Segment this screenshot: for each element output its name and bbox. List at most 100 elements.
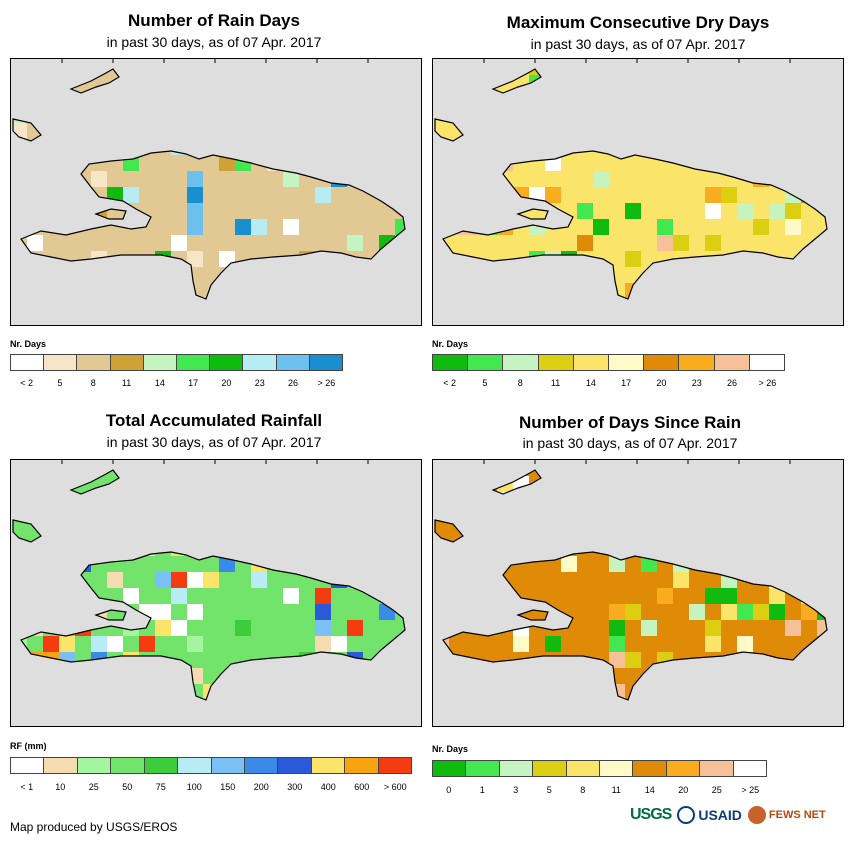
- raster-cell: [203, 572, 219, 588]
- raster-cell: [641, 91, 657, 107]
- raster-cell: [299, 203, 315, 219]
- raster-cell: [331, 556, 347, 572]
- raster-cell: [299, 540, 315, 556]
- raster-cell: [465, 556, 481, 572]
- raster-cell: [689, 476, 705, 492]
- raster-cell: [689, 636, 705, 652]
- raster-cell: [251, 219, 267, 235]
- raster-cell: [43, 69, 59, 75]
- raster-cell: [203, 91, 219, 107]
- raster-cell: [449, 556, 465, 572]
- raster-cell: [593, 684, 609, 700]
- raster-cell: [379, 171, 395, 187]
- raster-cell: [577, 69, 593, 75]
- raster-cell: [203, 668, 219, 684]
- raster-cell: [641, 572, 657, 588]
- raster-cell: [75, 540, 91, 556]
- raster-cell: [347, 187, 363, 203]
- raster-cell: [27, 107, 43, 123]
- raster-cell: [577, 171, 593, 187]
- raster-cell: [657, 540, 673, 556]
- raster-cell: [91, 524, 107, 540]
- raster-cell: [283, 251, 299, 267]
- raster-cell: [609, 171, 625, 187]
- raster-cell: [219, 572, 235, 588]
- raster-cell: [379, 107, 395, 123]
- raster-cell: [481, 620, 497, 636]
- raster-cell: [107, 251, 123, 267]
- raster-cell: [347, 69, 363, 75]
- raster-cell: [481, 492, 497, 508]
- raster-cell: [219, 508, 235, 524]
- legend-tick-label: 0: [446, 785, 452, 795]
- legend-bar-rainfall: [10, 757, 412, 774]
- raster-cell: [251, 588, 267, 604]
- raster-cell: [379, 572, 395, 588]
- legend-tick-label: 5: [57, 378, 63, 388]
- raster-cell: [785, 540, 801, 556]
- raster-cell: [27, 668, 43, 684]
- raster-cell: [833, 187, 844, 203]
- raster-cell: [395, 75, 405, 91]
- raster-cell: [363, 620, 379, 636]
- raster-cell: [529, 636, 545, 652]
- raster-cell: [27, 540, 43, 556]
- raster-cell: [465, 267, 481, 283]
- panel-subtitle-dry-days: in past 30 days, as of 07 Apr. 2017: [530, 36, 746, 52]
- raster-cell: [315, 588, 331, 604]
- raster-cell: [785, 508, 801, 524]
- raster-cell: [411, 508, 422, 524]
- legend-tick-label: < 1: [20, 782, 34, 792]
- raster-cell: [123, 524, 139, 540]
- raster-cell: [753, 267, 769, 283]
- raster-cell: [107, 716, 123, 727]
- raster-cell: [481, 604, 497, 620]
- raster-cell: [593, 107, 609, 123]
- raster-cell: [625, 556, 641, 572]
- raster-cell: [689, 524, 705, 540]
- raster-cell: [705, 139, 721, 155]
- raster-cell: [657, 716, 673, 727]
- raster-cell: [561, 219, 577, 235]
- raster-cell: [299, 299, 315, 315]
- raster-cell: [219, 91, 235, 107]
- raster-cell: [315, 123, 331, 139]
- raster-cell: [203, 508, 219, 524]
- raster-cell: [171, 700, 187, 716]
- raster-cell: [347, 684, 363, 700]
- raster-cell: [171, 684, 187, 700]
- raster-cell: [529, 572, 545, 588]
- raster-cell: [395, 235, 405, 251]
- raster-cell: [235, 139, 251, 155]
- raster-cell: [689, 283, 705, 299]
- raster-cell: [59, 524, 75, 540]
- legend-tick-label: < 2: [20, 378, 34, 388]
- raster-cell: [689, 572, 705, 588]
- raster-cell: [625, 69, 641, 75]
- raster-cell: [497, 91, 513, 107]
- coastline-outline: [491, 68, 542, 94]
- raster-cell: [331, 203, 347, 219]
- raster-cell: [801, 492, 817, 508]
- raster-cell: [347, 668, 363, 684]
- raster-cell: [107, 492, 123, 508]
- raster-cell: [27, 69, 43, 75]
- raster-cell: [411, 604, 422, 620]
- raster-cell: [75, 476, 91, 492]
- raster-cell: [817, 219, 827, 235]
- raster-cell: [75, 470, 91, 476]
- raster-cell: [833, 588, 844, 604]
- raster-cell: [299, 556, 315, 572]
- raster-cell: [347, 155, 363, 171]
- raster-cell: [395, 636, 405, 652]
- raster-cell: [283, 91, 299, 107]
- raster-cell: [299, 235, 315, 251]
- raster-cell: [801, 476, 817, 492]
- raster-cell: [689, 107, 705, 123]
- raster-cell: [347, 219, 363, 235]
- raster-cell: [267, 107, 283, 123]
- raster-cell: [641, 476, 657, 492]
- raster-cell: [347, 508, 363, 524]
- raster-cell: [817, 684, 827, 700]
- raster-cell: [737, 716, 753, 727]
